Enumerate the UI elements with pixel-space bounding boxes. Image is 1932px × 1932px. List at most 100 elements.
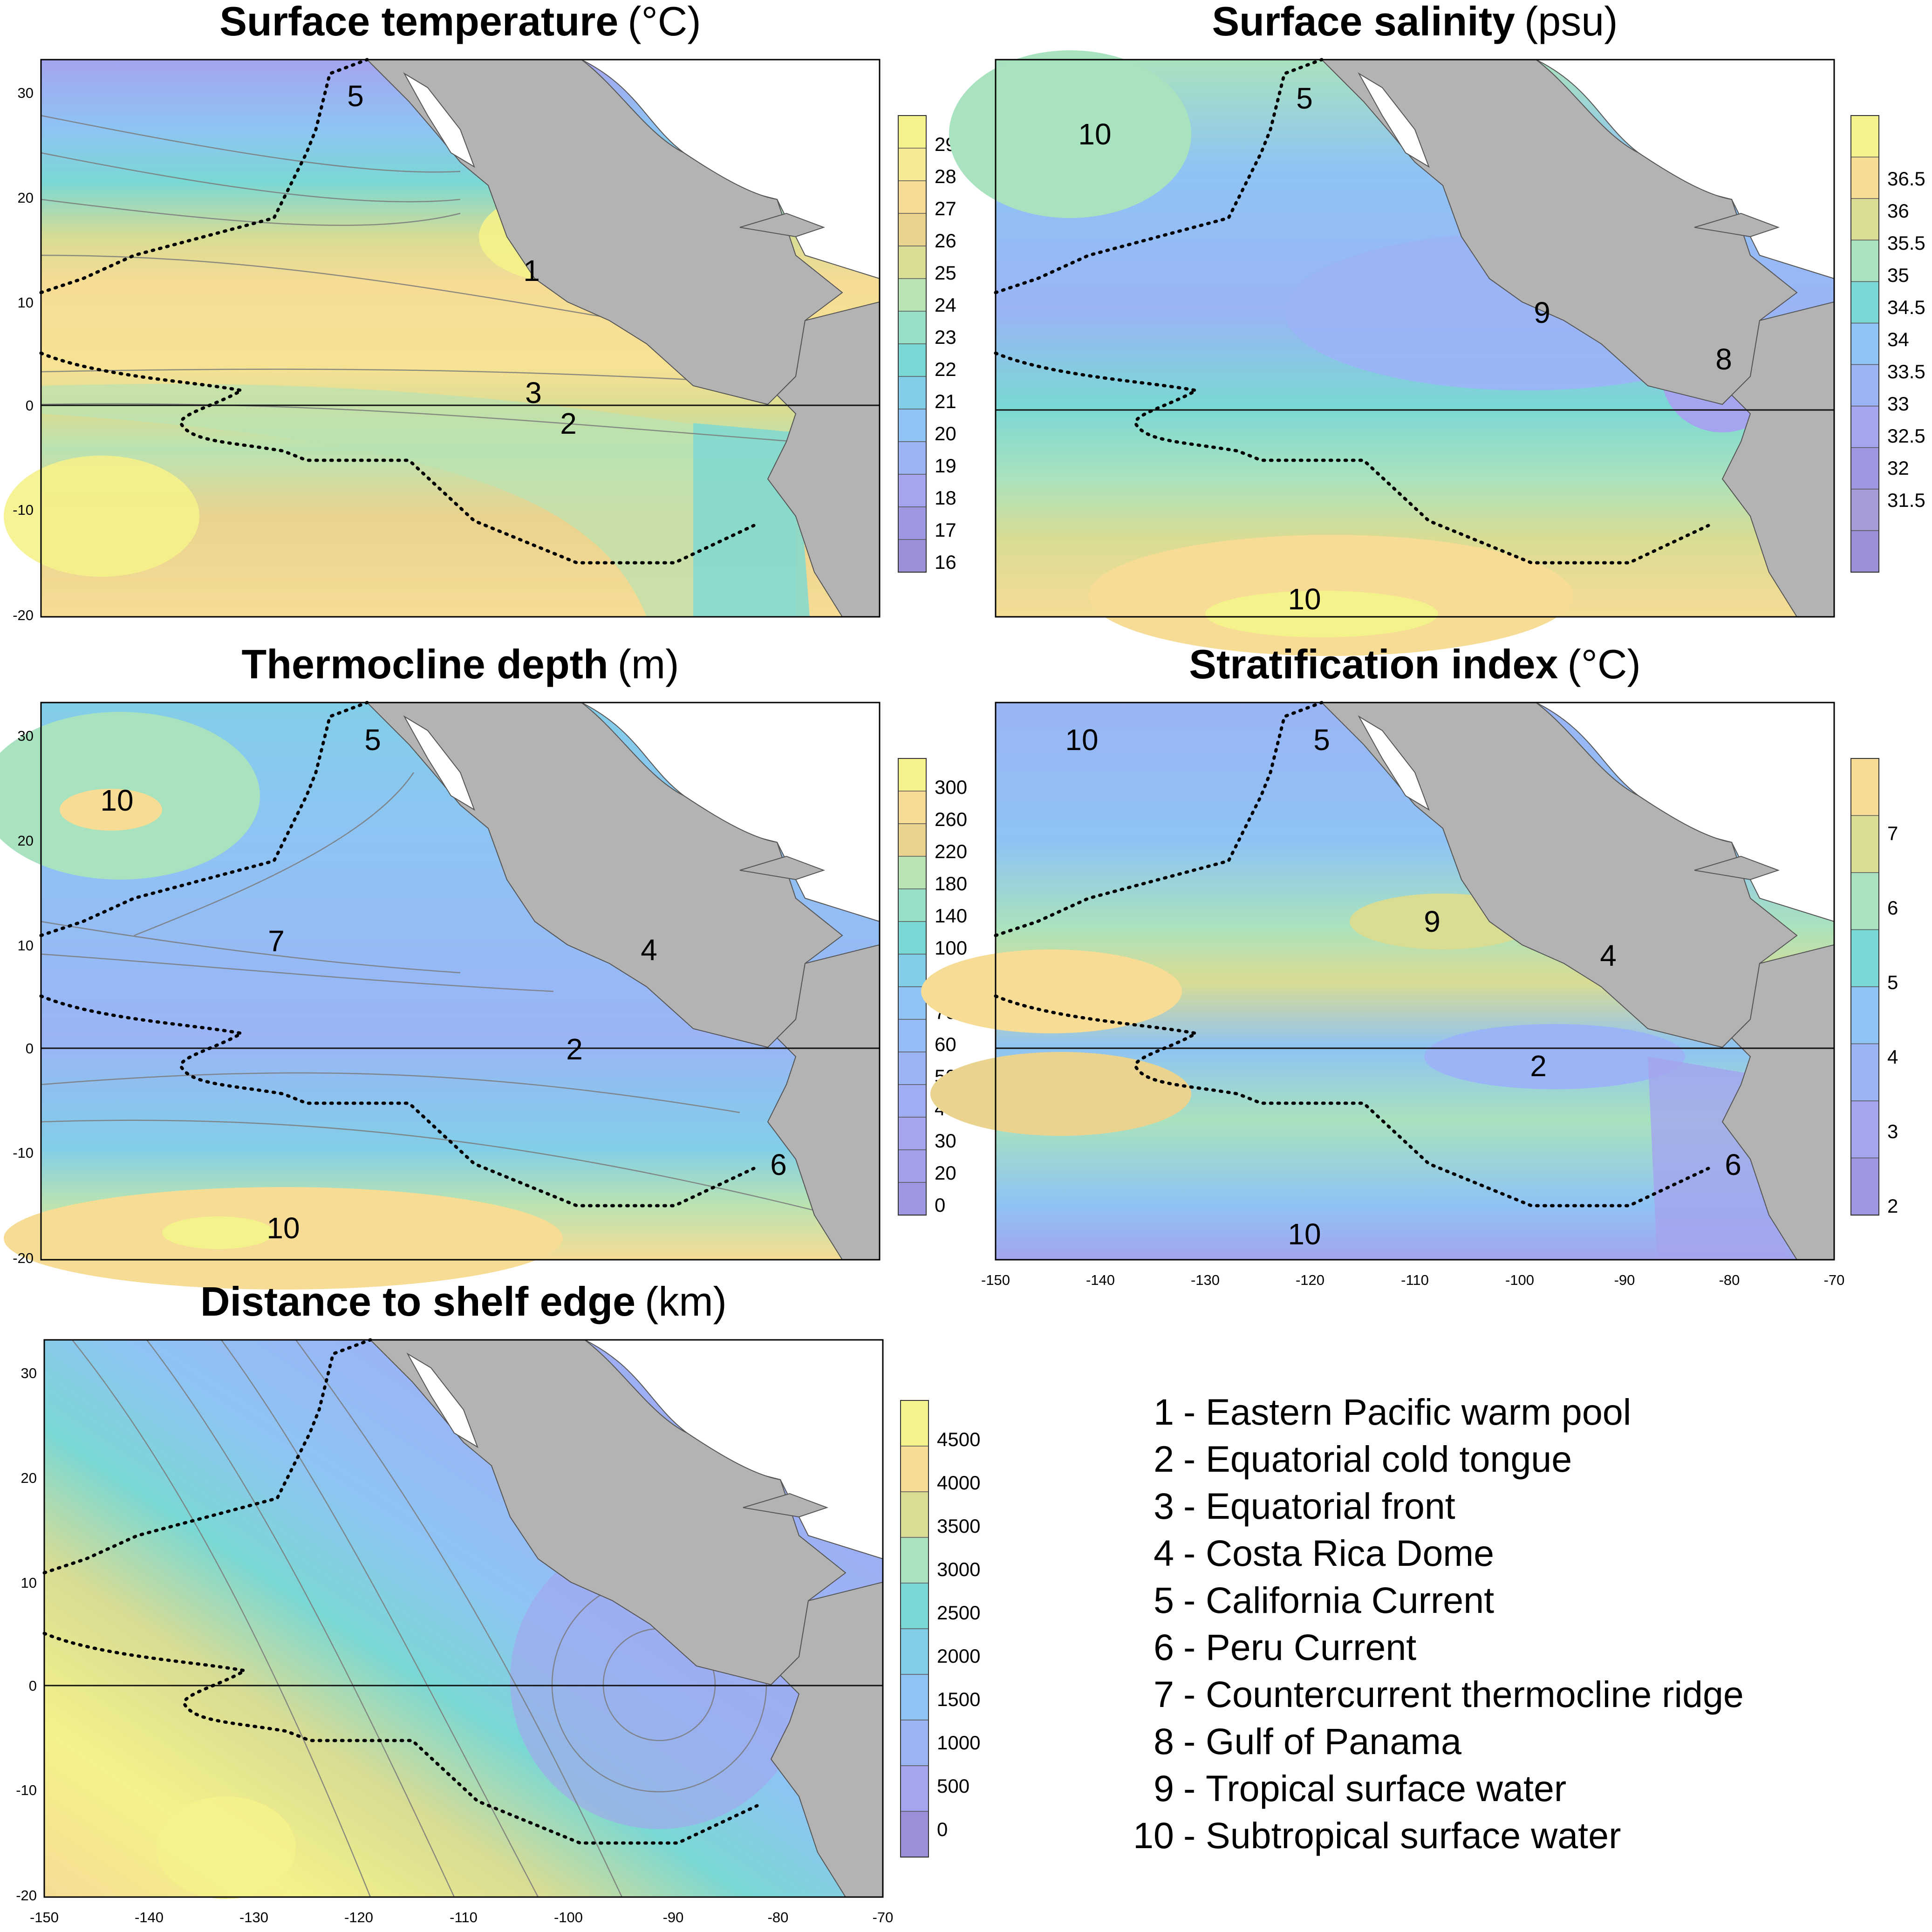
colorbar-label: 3 [1887, 1120, 1898, 1142]
deep-thermocline-core-south [162, 1216, 274, 1249]
x-tick-label: -100 [1505, 1272, 1534, 1288]
x-tick-label: -70 [1824, 1272, 1845, 1288]
caribbean-islands [743, 1493, 828, 1518]
region-label: 3 [525, 376, 542, 410]
y-tick-label: -10 [13, 502, 34, 518]
baja-gulf [403, 715, 475, 811]
colorbar-label: 1500 [937, 1688, 980, 1710]
legend-item: 7 - Countercurrent thermocline ridge [1154, 1673, 1744, 1715]
title-unit: (°C) [628, 0, 701, 44]
colorbar-swatch [1850, 157, 1879, 199]
legend-dash: - [1183, 1673, 1195, 1715]
colorbar: 29 28 27 26 25 24 23 22 21 20 19 18 17 1… [898, 115, 956, 573]
colorbar-label: 33.5 [1887, 361, 1925, 382]
y-tick-label: -20 [13, 607, 34, 623]
colorbar-label: 31.5 [1887, 489, 1925, 511]
colorbar-swatch [1850, 364, 1879, 407]
boundary-line-south [39, 351, 756, 565]
far-offshore-area [156, 1796, 296, 1899]
legend-item: 6 - Peru Current [1154, 1626, 1416, 1668]
map-frame [995, 702, 1835, 1261]
legend-number: 9 [1154, 1768, 1174, 1809]
region-legend: 1 - Eastern Pacific warm pool 2 - Equato… [1133, 1391, 1744, 1856]
colorbar-label: 25 [935, 262, 956, 284]
legend-dash: - [1183, 1485, 1195, 1527]
legend-item: 4 - Costa Rica Dome [1154, 1532, 1494, 1574]
deep-thermocline-core [60, 789, 162, 831]
title-main: Distance to shelf edge [200, 1278, 635, 1324]
colorbar-swatch [898, 758, 927, 792]
panel-title: Distance to shelf edge (km) [200, 1278, 727, 1324]
warm-area [4, 456, 199, 577]
colorbar-label: 5 [1887, 971, 1898, 993]
region-label: 8 [1715, 342, 1732, 376]
colorbar-label: 260 [935, 808, 967, 830]
caribbean-islands [739, 855, 825, 881]
region-label: 5 [347, 79, 364, 113]
colorbar-label: 34.5 [1887, 296, 1925, 318]
legend-text: Subtropical surface water [1206, 1815, 1621, 1856]
region-label: 1 [523, 254, 540, 287]
colorbar-swatch [1850, 322, 1879, 365]
colorbar-label: 140 [935, 905, 967, 927]
colorbar-label: 0 [935, 1194, 945, 1216]
legend-item: 3 - Equatorial front [1154, 1485, 1455, 1527]
region-label: 9 [1534, 296, 1550, 329]
baja-gulf [1358, 72, 1430, 168]
baja-gulf [403, 72, 475, 168]
mexico-landmass [1320, 59, 1798, 405]
panel-title: Thermocline depth (m) [241, 641, 679, 687]
legend-dash: - [1183, 1532, 1195, 1574]
panel-stratification-index: Stratification index (°C) 10 5 9 4 2 6 10… [921, 641, 1898, 1288]
x-tick-label: -120 [1296, 1272, 1324, 1288]
boundary-line-south [39, 994, 756, 1208]
region-label: 10 [266, 1211, 300, 1245]
x-tick-label: -130 [239, 1909, 268, 1925]
colorbar-label: 4 [1887, 1046, 1898, 1068]
colorbar-swatch [898, 148, 927, 182]
colorbar-label: 500 [937, 1775, 969, 1797]
colorbar-swatch [1850, 115, 1879, 158]
legend-item: 1 - Eastern Pacific warm pool [1154, 1391, 1631, 1433]
colorbar-swatch [1850, 405, 1879, 448]
y-tick-label: 10 [21, 1575, 37, 1591]
y-tick-label: 20 [18, 190, 34, 206]
map-frame [43, 1339, 884, 1898]
x-tick-label: -90 [1614, 1272, 1635, 1288]
boundary-line-north [994, 701, 1324, 937]
colorbar-swatch [898, 856, 927, 890]
mexico-landmass [1320, 702, 1798, 1048]
region-label: 10 [1288, 1217, 1321, 1251]
x-tick-label: -70 [873, 1909, 894, 1925]
boundary-line-north [39, 701, 369, 937]
colorbar-swatch [898, 921, 927, 955]
colorbar-label: 24 [935, 294, 956, 316]
x-axis: -150 -140 -130 -120 -110 -100 -90 -80 -7… [981, 1272, 1844, 1288]
colorbar-label: 36 [1887, 200, 1909, 222]
colorbar-swatch [898, 343, 927, 377]
subtropical-south-area [4, 1187, 563, 1290]
title-main: Stratification index [1189, 641, 1558, 687]
colorbar-swatch [1850, 872, 1879, 930]
colorbar-label: 7 [1887, 822, 1898, 844]
y-tick-label: -20 [16, 1887, 37, 1904]
map-frame [995, 59, 1835, 618]
x-tick-label: -150 [981, 1272, 1010, 1288]
legend-dash: - [1183, 1579, 1195, 1621]
y-axis: 30 20 10 0 -10 -20 [13, 85, 34, 623]
colorbar-swatch [1850, 986, 1879, 1045]
legend-text: Equatorial cold tongue [1206, 1438, 1572, 1480]
cold-tongue-area [41, 384, 796, 617]
colorbar-swatch [1850, 530, 1879, 573]
colorbar-swatch [898, 823, 927, 857]
colorbar-swatch [898, 1084, 927, 1118]
colorbar-label: 35 [1887, 264, 1909, 286]
colorbar-swatch [900, 1674, 929, 1721]
legend-item: 9 - Tropical surface water [1154, 1768, 1566, 1809]
colorbar: 7 6 5 4 3 2 [1850, 758, 1898, 1217]
colorbar-label: 32.5 [1887, 425, 1925, 447]
high-stratification-area [921, 949, 1182, 1033]
colorbar-swatch [898, 376, 927, 410]
